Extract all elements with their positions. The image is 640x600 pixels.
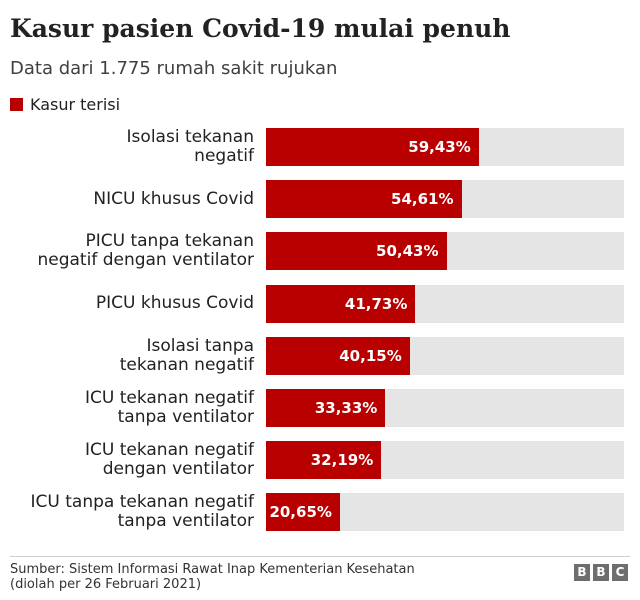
legend: Kasur terisi — [10, 93, 120, 115]
bar-track: 54,61% — [266, 180, 624, 219]
bar: 32,19% — [266, 441, 382, 480]
category-label-line: negatif — [194, 146, 254, 166]
bar-track: 59,43% — [266, 128, 624, 166]
category-label-line: PICU tanpa tekanan — [85, 231, 254, 252]
bar: 54,61% — [266, 180, 462, 219]
category-label: ICU tekanan negatif dengan ventilator — [0, 441, 254, 479]
category-label-line: Isolasi tanpa — [146, 335, 254, 356]
chart-subtitle: Data dari 1.775 rumah sakit rujukan — [10, 58, 338, 79]
bar-track: 50,43% — [266, 232, 624, 271]
legend-label: Kasur terisi — [30, 94, 121, 114]
category-label-line: negatif dengan ventilator — [37, 250, 254, 271]
category-label: Isolasi tekanan negatif — [0, 128, 254, 166]
bbc-logo-letter: B — [574, 564, 590, 581]
value-label: 20,65% — [269, 503, 332, 522]
bar-track: 20,65% — [266, 493, 624, 532]
bar: 59,43% — [266, 128, 479, 166]
value-label: 40,15% — [339, 346, 402, 365]
category-label: PICU khusus Covid — [0, 294, 254, 313]
value-label: 59,43% — [408, 138, 471, 156]
bar: 33,33% — [266, 389, 386, 427]
category-label-line: Isolasi tekanan — [126, 127, 254, 147]
category-label-line: PICU khusus Covid — [95, 293, 254, 314]
value-label: 32,19% — [310, 451, 374, 470]
category-label-line: tanpa ventilator — [117, 407, 254, 427]
category-label: NICU khusus Covid — [0, 188, 254, 209]
bar-track: 40,15% — [266, 336, 624, 375]
value-label: 54,61% — [391, 190, 454, 209]
bar-track: 33,33% — [266, 389, 624, 427]
source-line-2: (diolah per 26 Februari 2021) — [10, 577, 202, 592]
category-label-line: ICU tekanan negatif — [84, 440, 254, 461]
category-label-line: ICU tekanan negatif — [84, 388, 254, 408]
source-note: Sumber: Sistem Informasi Rawat Inap Keme… — [10, 562, 415, 592]
bar-track: 32,19% — [266, 441, 624, 480]
bar: 41,73% — [266, 284, 416, 323]
bbc-logo-letter: B — [593, 564, 609, 581]
value-label: 50,43% — [376, 242, 439, 261]
bar: 20,65% — [266, 493, 340, 532]
value-label: 41,73% — [344, 294, 408, 313]
bar: 40,15% — [266, 336, 410, 375]
bbc-logo-letter: C — [612, 564, 628, 581]
footer-divider — [10, 556, 630, 557]
category-label-line: tanpa ventilator — [117, 511, 254, 532]
category-label-line: tekanan negatif — [119, 354, 254, 375]
category-label: PICU tanpa tekanan negatif dengan ventila… — [0, 232, 254, 270]
category-label-line: dengan ventilator — [102, 459, 254, 480]
source-line-1: Sumber: Sistem Informasi Rawat Inap Keme… — [10, 562, 415, 577]
category-label-line: NICU khusus Covid — [93, 188, 254, 209]
category-label-line: ICU tanpa tekanan negatif — [30, 492, 254, 513]
legend-swatch — [10, 97, 23, 111]
category-label: Isolasi tanpa tekanan negatif — [0, 335, 254, 375]
category-label: ICU tekanan negatif tanpa ventilator — [0, 389, 254, 427]
chart-title: Kasur pasien Covid-19 mulai penuh — [10, 14, 511, 43]
bar: 50,43% — [266, 232, 447, 271]
category-label: ICU tanpa tekanan negatif tanpa ventilato… — [0, 493, 254, 531]
value-label: 33,33% — [314, 399, 378, 417]
bar-track: 41,73% — [266, 284, 624, 323]
